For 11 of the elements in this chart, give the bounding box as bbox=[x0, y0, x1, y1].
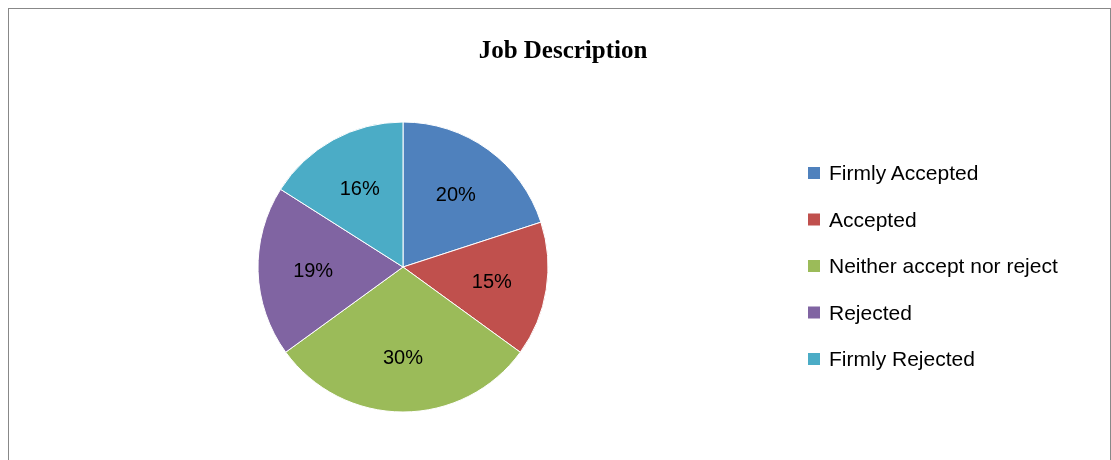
data-label: 16% bbox=[339, 177, 380, 200]
legend-label: Firmly Accepted bbox=[829, 161, 979, 185]
legend-label: Rejected bbox=[829, 300, 912, 324]
legend-label: Accepted bbox=[829, 207, 917, 231]
legend-label: Firmly Rejected bbox=[829, 347, 975, 371]
chart-title: Job Description bbox=[478, 36, 648, 63]
data-label: 15% bbox=[471, 270, 513, 293]
legend-label: Neither accept nor reject bbox=[829, 254, 1058, 278]
data-label: 19% bbox=[293, 258, 334, 281]
data-label: 30% bbox=[382, 345, 424, 368]
data-label: 20% bbox=[435, 183, 477, 206]
